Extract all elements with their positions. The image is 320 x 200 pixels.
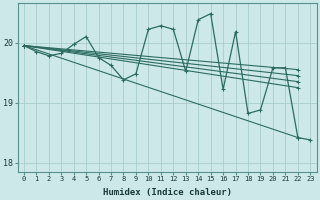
X-axis label: Humidex (Indice chaleur): Humidex (Indice chaleur) (103, 188, 232, 197)
